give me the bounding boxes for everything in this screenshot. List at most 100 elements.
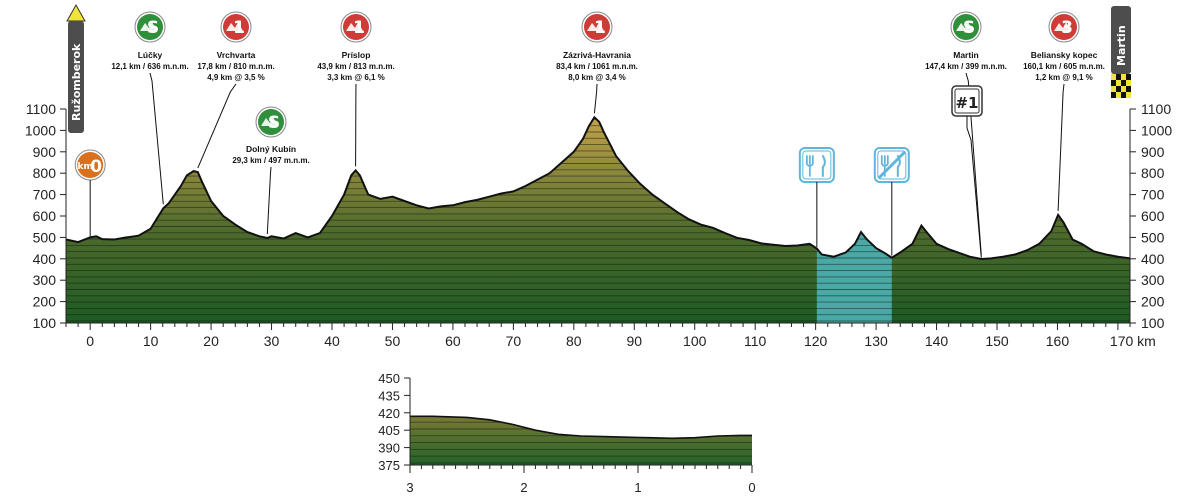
km0-icon: km0 <box>74 149 106 181</box>
start-arrow-icon <box>66 3 86 22</box>
y-tick-label: 900 <box>1141 144 1165 160</box>
y-tick-label: 1000 <box>25 122 56 138</box>
final-y-axis: 375 390 405 420 435 450 <box>378 371 411 473</box>
y-tick-label: 435 <box>378 388 400 403</box>
badge-text: 1 <box>353 18 365 38</box>
climb-category-icon: 1 <box>340 11 372 43</box>
y-tick-label: 400 <box>1141 251 1165 267</box>
x-tick-label: 80 <box>566 333 582 349</box>
marker-info: 160,1 km / 605 m.n.m. <box>1023 62 1105 71</box>
marker-leader-line <box>197 83 237 169</box>
marker-name: Zázrivá-Havrania <box>563 50 631 60</box>
x-tick-label: 3 <box>406 480 413 495</box>
x-tick-label: 30 <box>264 333 280 349</box>
y-tick-label: 600 <box>1141 208 1165 224</box>
y-tick-label: 200 <box>33 294 57 310</box>
y-tick-label: 100 <box>33 315 57 331</box>
badge-text: S <box>268 113 280 133</box>
badge-text: 3 <box>1061 18 1073 38</box>
climb-category-icon: 1 <box>581 11 613 43</box>
marker-climb-info: 8,0 km @ 3,4 % <box>568 73 626 82</box>
last-km-marker: #1 <box>951 85 983 117</box>
fork-knife-icon <box>798 147 835 183</box>
marker-leader-line <box>966 116 982 258</box>
sprint-icon: S <box>134 11 166 43</box>
marker-leader-line <box>593 83 598 114</box>
x-tick-label: 0 <box>748 480 755 495</box>
badge-text: S <box>963 18 975 38</box>
x-tick-label: 60 <box>445 333 461 349</box>
final-3km-profile: 375 390 405 420 435 450 3 2 1 0 <box>378 371 755 495</box>
marker-leader-line <box>965 72 982 256</box>
marker-label: Dolný Kubín 29,3 km / 497 m.n.m. <box>232 144 309 165</box>
x-tick-label: 120 <box>804 333 828 349</box>
sprint-icon: S <box>950 11 982 43</box>
climb-category-icon: 3 <box>1048 11 1080 43</box>
y-tick-label: 420 <box>378 406 400 421</box>
y-tick-label: 300 <box>1141 272 1165 288</box>
marker-leader-line <box>266 166 272 235</box>
final-x-axis: 3 2 1 0 <box>406 465 756 495</box>
marker-info: 29,3 km / 497 m.n.m. <box>232 156 309 165</box>
marker-leader-line <box>149 72 164 205</box>
y-tick-label: 500 <box>1141 229 1165 245</box>
y-tick-label: 300 <box>33 272 57 288</box>
marker-label: Zázrivá-Havrania 83,4 km / 1061 m.n.m. 8,0… <box>556 50 638 82</box>
y-tick-label: 1100 <box>1141 101 1171 117</box>
marker-info: 43,9 km / 813 m.n.m. <box>317 62 394 71</box>
climb-category-icon: 1 <box>220 11 252 43</box>
fork-knife-crossed-icon <box>873 147 910 183</box>
marker-name: Lúčky <box>138 50 163 60</box>
x-tick-label: 130 <box>864 333 888 349</box>
km0-text: km <box>77 162 92 172</box>
y-tick-label: 800 <box>33 165 57 181</box>
marker-name: Beliansky kopec <box>1031 50 1098 60</box>
final-elevation-area <box>410 416 752 465</box>
marker-climb-info: 4,9 km @ 3,5 % <box>207 73 265 82</box>
y-tick-label: 200 <box>1141 294 1165 310</box>
marker-label: Príslop 43,9 km / 813 m.n.m. 3,3 km @ 6,1 … <box>317 50 394 82</box>
x-tick-label: 10 <box>143 333 159 349</box>
marker-info: 83,4 km / 1061 m.n.m. <box>556 62 638 71</box>
y-tick-label: 700 <box>1141 187 1165 203</box>
marker-info: 12,1 km / 636 m.n.m. <box>111 62 188 71</box>
x-tick-label: 2 <box>520 480 527 495</box>
y-tick-label: 390 <box>378 441 400 456</box>
marker-climb-info: 3,3 km @ 6,1 % <box>327 73 385 82</box>
start-flag: Ružomberok <box>66 3 86 133</box>
y-axis-right: 100 200 300 400 500 600 700 800 900 1000 1100 <box>1129 101 1172 331</box>
y-tick-label: 700 <box>33 187 57 203</box>
final-elevation-line <box>410 415 752 440</box>
last-km-text: #1 <box>955 94 978 112</box>
badge-text: S <box>147 18 159 38</box>
y-tick-label: 450 <box>378 371 400 386</box>
x-tick-label: 150 <box>985 333 1009 349</box>
x-tick-label: 110 <box>744 333 767 349</box>
marker-info: 147,4 km / 399 m.n.m. <box>925 62 1007 71</box>
marker-name: Martin <box>953 50 979 60</box>
y-tick-label: 900 <box>33 144 57 160</box>
x-tick-label: 100 <box>683 333 707 349</box>
x-tick-label: 140 <box>925 333 949 349</box>
marker-label: Martin 147,4 km / 399 m.n.m. <box>925 50 1007 71</box>
marker-label: Beliansky kopec 160,1 km / 605 m.n.m. 1,2 … <box>1023 50 1105 82</box>
marker-name: Vrchvarta <box>217 50 256 60</box>
y-tick-label: 1000 <box>1141 122 1172 138</box>
marker-name: Dolný Kubín <box>246 144 296 154</box>
feed-zone-band <box>816 117 892 323</box>
x-tick-label: 90 <box>626 333 642 349</box>
x-tick-label: 40 <box>324 333 340 349</box>
y-tick-label: 100 <box>1141 315 1165 331</box>
finish-label: Martin <box>1115 25 1128 66</box>
km0-digit: 0 <box>90 157 102 177</box>
checkered-flag-icon <box>1111 74 1131 98</box>
y-tick-label: 800 <box>1141 165 1165 181</box>
x-tick-label: 20 <box>203 333 219 349</box>
y-tick-label: 375 <box>378 458 400 473</box>
marker-label: Vrchvarta 17,8 km / 810 m.n.m. 4,9 km @ 3,… <box>197 50 274 82</box>
y-axis-left: 100 200 300 400 500 600 700 800 900 1000 1100 <box>25 101 67 331</box>
x-tick-label: 70 <box>506 333 522 349</box>
start-label: Ružomberok <box>70 43 83 121</box>
marker-leader-line <box>1057 83 1065 211</box>
